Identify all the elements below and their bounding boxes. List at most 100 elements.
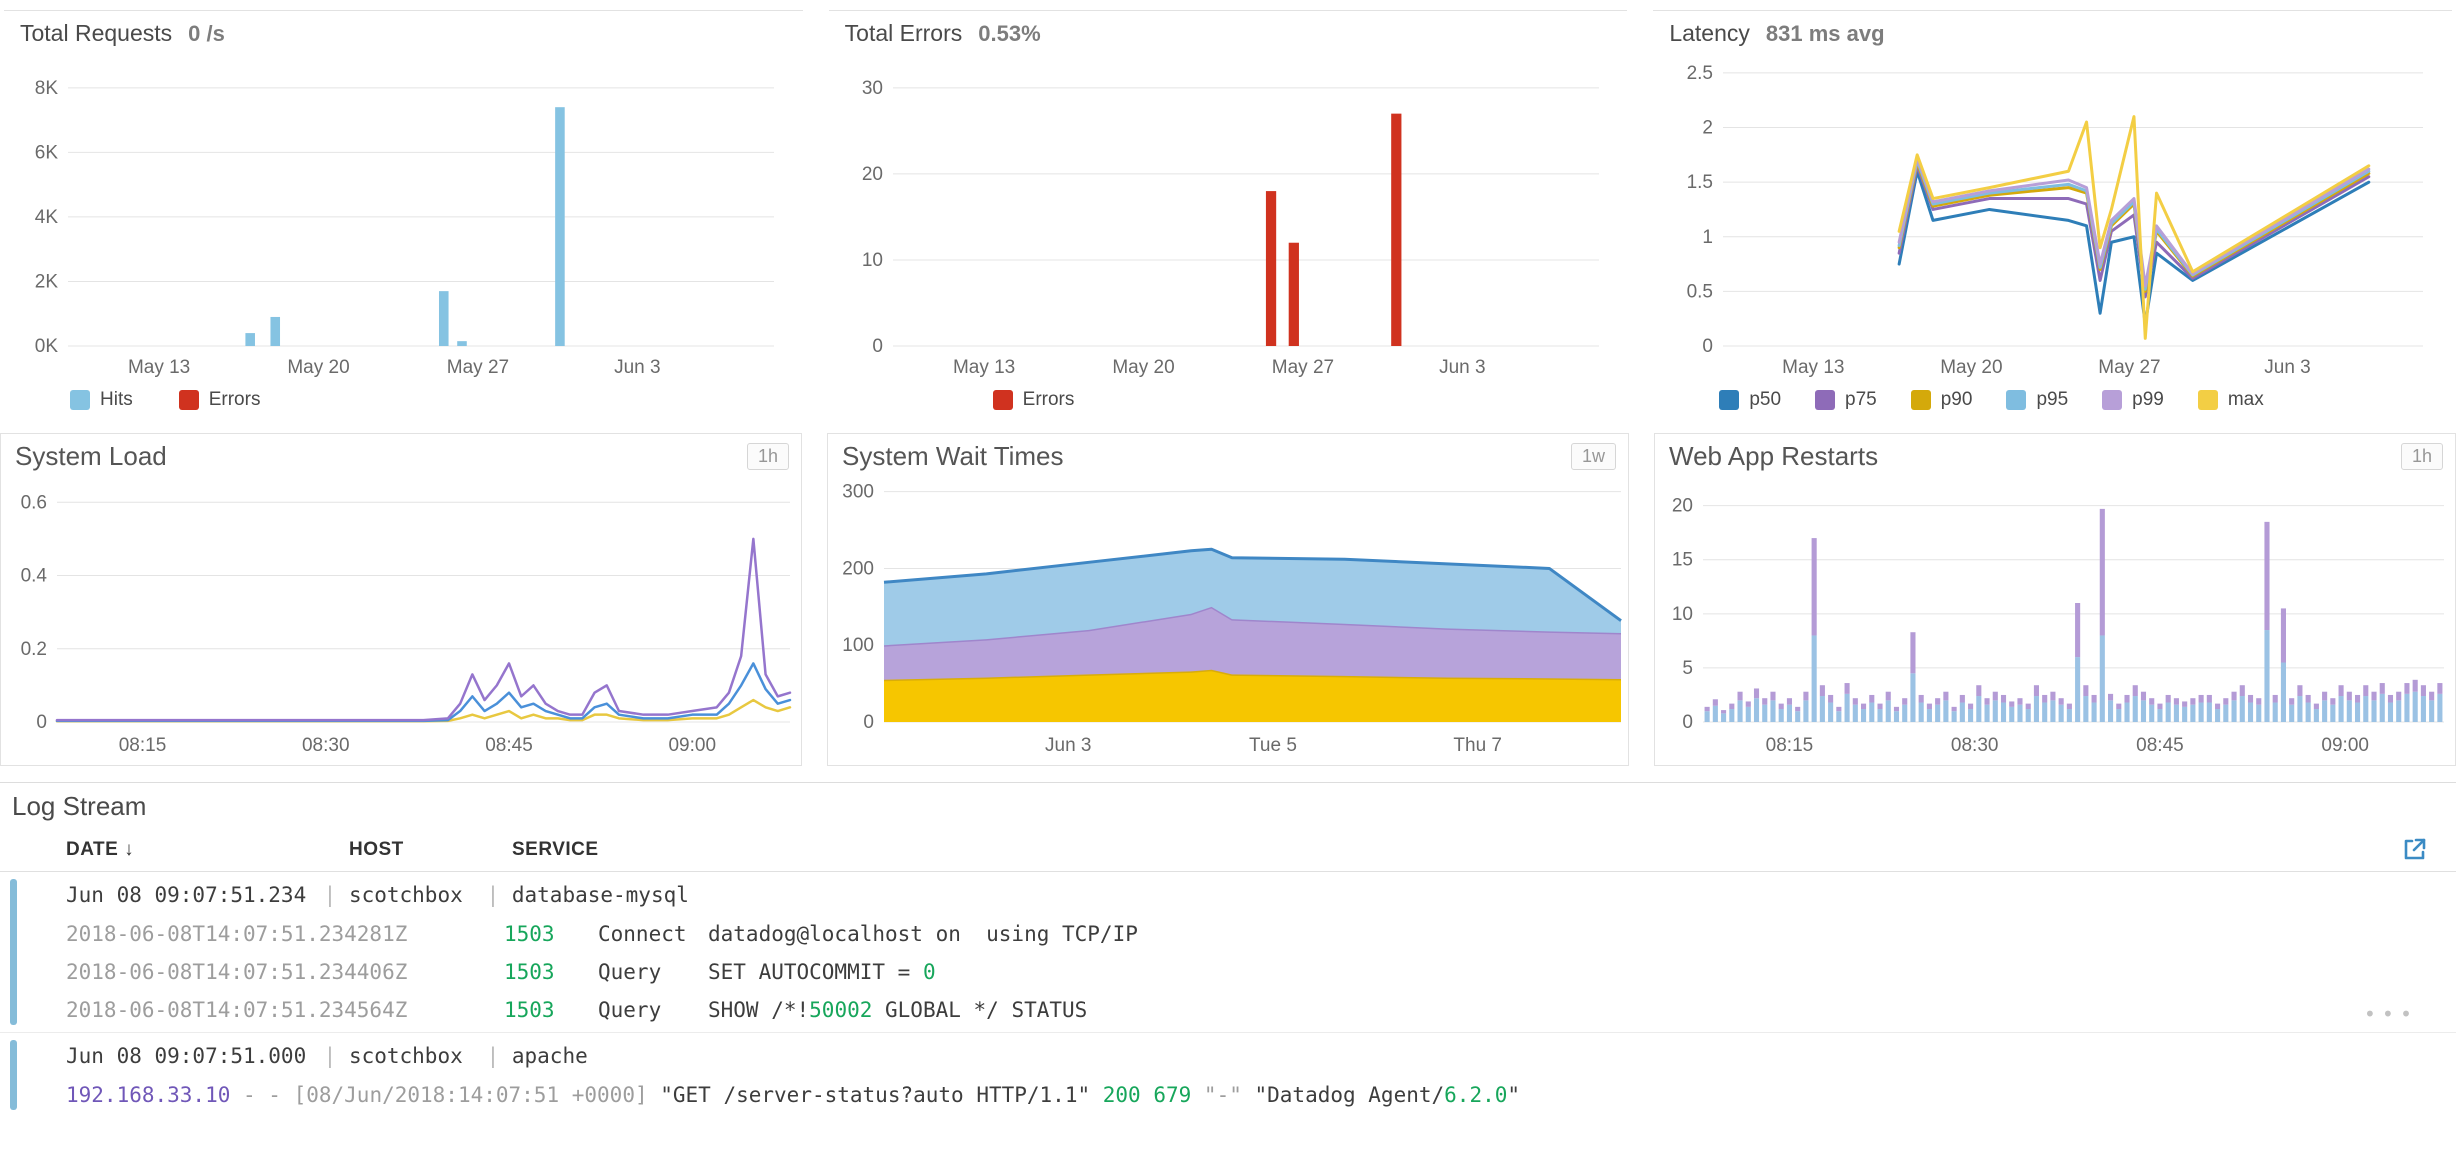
panel-title: Web App Restarts — [1669, 441, 1879, 471]
legend-item-errors[interactable]: Errors — [178, 389, 261, 411]
panel-header: Web App Restarts 1h — [1655, 434, 2455, 472]
chart-tile-total-errors: Total Errors 0.53% 0 10 20 30 May 13 May 20 Ma… — [828, 10, 1628, 415]
log-severity-bar — [10, 1040, 17, 1110]
log-group-header[interactable]: Jun 08 09:07:51.000 | scotchbox | apache — [66, 1036, 2456, 1076]
column-header-service[interactable]: SERVICE — [512, 839, 599, 860]
open-in-new-icon[interactable] — [2401, 836, 2428, 863]
log-line[interactable]: 192.168.33.10 - - [08/Jun/2018:14:07:51 … — [66, 1076, 2456, 1114]
legend-item-p50[interactable]: p50 — [1719, 389, 1781, 411]
log-segment: 1503 — [504, 960, 555, 984]
log-group: Jun 08 09:07:51.234 | scotchbox | databa… — [0, 872, 2456, 1032]
legend-item-hits[interactable]: Hits — [70, 389, 133, 411]
panel-header: System Load 1h — [1, 434, 801, 472]
svg-text:0.5: 0.5 — [1687, 281, 1713, 302]
chart-header: Total Requests 0 /s — [18, 11, 789, 52]
web-app-restarts-chart[interactable]: 0 5 10 15 20 08:15 08:30 08:45 09:00 — [1655, 472, 2454, 760]
svg-text:May 13: May 13 — [128, 357, 190, 378]
svg-text:4K: 4K — [35, 207, 59, 228]
log-segment: 2018-06-08T14:07:51.234564Z — [66, 998, 408, 1022]
svg-text:0: 0 — [863, 712, 874, 733]
svg-text:0: 0 — [1682, 712, 1693, 733]
svg-text:8K: 8K — [35, 78, 59, 99]
chart-title: Total Requests — [20, 20, 173, 46]
chart-title: Total Errors — [844, 20, 963, 46]
chart-value: 0.53% — [978, 21, 1041, 46]
sort-desc-icon: ↓ — [124, 839, 135, 860]
chart-value: 831 ms avg — [1765, 21, 1885, 46]
svg-text:15: 15 — [1672, 550, 1693, 571]
legend-label: Errors — [208, 389, 261, 410]
overflow-ellipsis-icon[interactable]: ••• — [2363, 1002, 2418, 1026]
svg-text:10: 10 — [862, 250, 883, 271]
log-segment: SHOW /*! — [708, 998, 810, 1022]
log-segment: scotchbox — [348, 883, 463, 907]
total-errors-legend: Errors — [992, 389, 1614, 411]
log-segment: SET AUTOCOMMIT = — [708, 960, 923, 984]
latency-legend: p50 p75 p90 p95 p99 max — [1719, 389, 2438, 411]
log-group-header[interactable]: Jun 08 09:07:51.234 | scotchbox | databa… — [66, 875, 2456, 915]
svg-text:May 27: May 27 — [447, 357, 509, 378]
legend-item-p99[interactable]: p99 — [2102, 389, 2164, 411]
chart-header: Latency 831 ms avg — [1667, 11, 2438, 52]
svg-text:08:45: 08:45 — [485, 735, 533, 756]
chart-header: Total Errors 0.53% — [843, 11, 1614, 52]
legend-item-max[interactable]: max — [2197, 389, 2264, 411]
latency-chart[interactable]: 0 0.5 1 1.5 2 2.5 May 13 May 20 May 27 Jun 3 — [1667, 52, 2437, 382]
log-segment: 200 679 — [1102, 1083, 1204, 1107]
log-line[interactable]: 2018-06-08T14:07:51.234281Z 1503 Connect da… — [66, 915, 2456, 953]
column-header-host[interactable]: HOST — [349, 839, 404, 860]
svg-text:08:45: 08:45 — [2136, 735, 2184, 756]
log-segment: 6.2.0 — [1444, 1083, 1508, 1107]
panel-title: System Load — [15, 441, 167, 471]
timeframe-badge: 1h — [746, 443, 789, 470]
legend-item-errors[interactable]: Errors — [992, 389, 1075, 411]
svg-text:May 27: May 27 — [2099, 357, 2161, 378]
log-segment: | — [311, 883, 349, 907]
timeframe-badge: 1w — [1570, 443, 1616, 470]
svg-text:Jun 3: Jun 3 — [2265, 357, 2311, 378]
svg-text:20: 20 — [862, 164, 883, 185]
log-segment: | — [311, 1044, 349, 1068]
total-requests-chart[interactable]: 0K 2K 4K 6K 8K May 13 May 20 May 27 Jun 3 — [18, 52, 788, 382]
total-requests-legend: Hits Errors — [70, 389, 789, 411]
legend-swatch — [992, 390, 1013, 410]
log-segment: " — [1507, 1083, 1521, 1107]
middle-panels-row: System Load 1h 0 0.2 0.4 0.6 08:15 08:30 08:45… — [0, 433, 2456, 766]
log-segment: GLOBAL */ STATUS — [872, 998, 1088, 1022]
svg-text:0K: 0K — [35, 336, 59, 357]
svg-text:200: 200 — [842, 558, 874, 579]
log-segment: | — [473, 1044, 512, 1068]
top-charts-row: Total Requests 0 /s 0K 2K 4K 6K 8K May 13 May … — [0, 0, 2456, 415]
legend-label: Errors — [1022, 389, 1075, 410]
system-load-chart[interactable]: 0 0.2 0.4 0.6 08:15 08:30 08:45 09:00 — [1, 472, 800, 760]
log-segment: Connect — [598, 922, 687, 946]
log-segment: "-" — [1203, 1083, 1255, 1107]
total-errors-chart[interactable]: 0 10 20 30 May 13 May 20 May 27 Jun 3 — [843, 52, 1613, 382]
svg-text:May 20: May 20 — [1941, 357, 2003, 378]
svg-text:0: 0 — [1703, 336, 1714, 357]
svg-text:08:15: 08:15 — [1766, 735, 1814, 756]
log-segment: "Datadog Agent/ — [1254, 1083, 1445, 1107]
legend-item-p75[interactable]: p75 — [1815, 389, 1877, 411]
legend-swatch — [2197, 390, 2218, 410]
log-segment: 192.168.33.10 — [66, 1083, 231, 1107]
column-header-date[interactable]: DATE ↓ — [66, 828, 349, 872]
log-segment: [08/Jun/2018:14:07:51 +0000] — [293, 1083, 661, 1107]
log-segment: 50002 — [809, 998, 873, 1022]
legend-item-p90[interactable]: p90 — [1910, 389, 1972, 411]
legend-swatch — [1719, 390, 1740, 410]
svg-text:2.5: 2.5 — [1687, 63, 1713, 84]
log-segment: database-mysql — [511, 883, 689, 907]
legend-item-p95[interactable]: p95 — [2006, 389, 2068, 411]
svg-text:Thu 7: Thu 7 — [1453, 735, 1502, 756]
timeframe-badge: 1h — [2400, 443, 2443, 470]
log-line[interactable]: 2018-06-08T14:07:51.234564Z 1503 Query SHOW… — [66, 991, 2456, 1029]
log-line[interactable]: 2018-06-08T14:07:51.234406Z 1503 Query SET … — [66, 953, 2456, 991]
svg-text:0.4: 0.4 — [21, 566, 48, 587]
svg-text:1: 1 — [1703, 227, 1714, 248]
chart-value: 0 /s — [188, 21, 225, 46]
log-group: Jun 08 09:07:51.000 | scotchbox | apache… — [0, 1032, 2456, 1117]
log-segment: Jun 08 09:07:51.234 — [66, 883, 307, 907]
svg-text:2K: 2K — [35, 271, 59, 292]
system-wait-times-chart[interactable]: 0 100 200 300 Jun 3 Tue 5 Thu 7 — [828, 472, 1627, 760]
